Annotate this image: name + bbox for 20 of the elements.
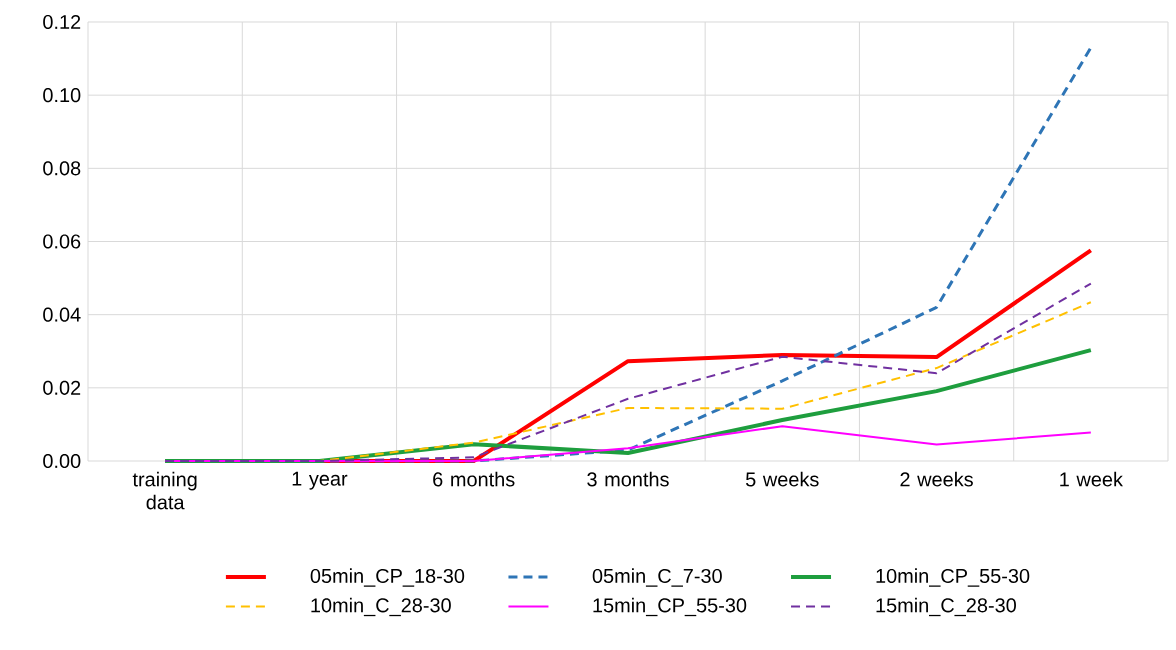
x-tick-label: 2 weeks: [900, 471, 973, 487]
x-tick-label: 1 year: [292, 471, 348, 490]
y-tick-label: 0.06: [43, 234, 81, 249]
legend-label: 10min_C_28-30: [311, 597, 451, 617]
legend-label: 10min_CP_55-30: [876, 568, 1030, 587]
y-tick-label: 0.10: [43, 88, 81, 103]
x-tick-label: training data: [132, 471, 197, 510]
legend-label: 15min_CP_55-30: [593, 597, 747, 617]
legend-label: 05min_CP_18-30: [310, 568, 465, 587]
y-tick-label: 0.04: [43, 307, 81, 322]
x-tick-label: 1 week: [1060, 471, 1123, 487]
x-tick-label: 5 weeks: [745, 471, 819, 487]
y-tick-label: 0.08: [43, 161, 81, 176]
y-tick-label: 0.00: [43, 453, 81, 469]
x-tick-label: 6 months: [433, 471, 515, 487]
x-tick-label: 3 months: [587, 471, 669, 487]
legend-label: 15min_C_28-30: [876, 597, 1016, 617]
y-tick-label: 0.02: [43, 380, 81, 395]
y-tick-label: 0.12: [43, 14, 81, 30]
legend-label: 05min_C_7-30: [592, 568, 722, 587]
